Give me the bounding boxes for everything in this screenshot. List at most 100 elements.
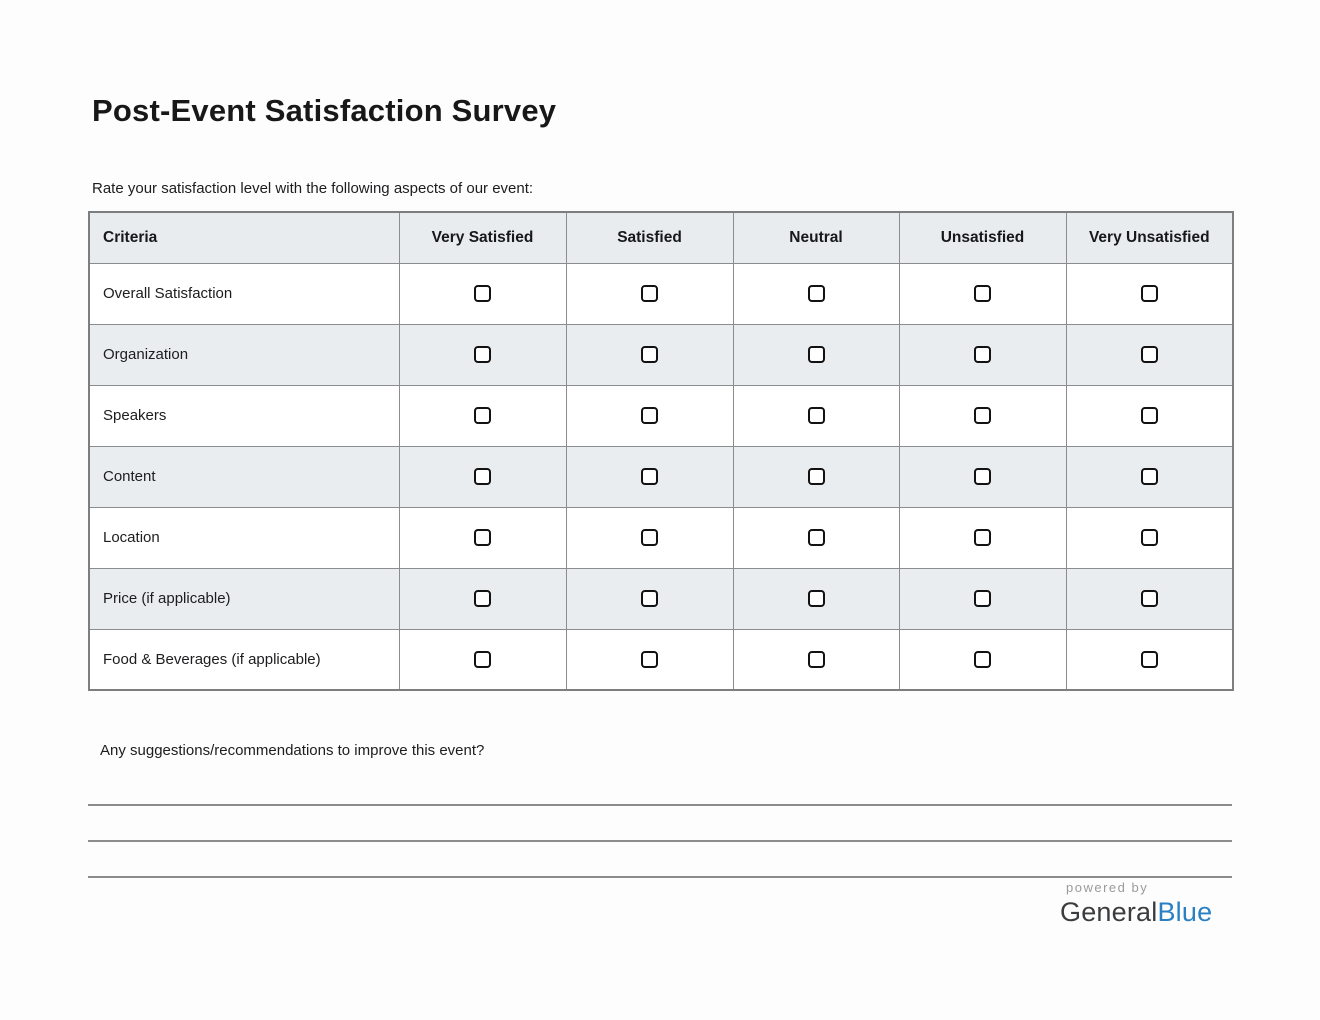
column-header-neutral: Neutral bbox=[732, 211, 900, 264]
checkbox-location-very-unsatisfied[interactable] bbox=[1140, 529, 1158, 547]
rating-cell bbox=[398, 506, 567, 569]
column-header-very-unsatisfied: Very Unsatisfied bbox=[1065, 211, 1234, 264]
table-row: Food & Beverages (if applicable) bbox=[88, 628, 1234, 691]
rating-cell bbox=[1065, 262, 1234, 325]
checkbox-overall-satisfaction-very-satisfied[interactable] bbox=[474, 285, 491, 303]
rating-cell bbox=[1065, 445, 1234, 508]
rating-cell bbox=[732, 384, 900, 447]
rating-cell bbox=[732, 506, 900, 569]
column-header-criteria: Criteria bbox=[88, 211, 400, 264]
table-row: Location bbox=[88, 506, 1234, 569]
column-header-unsatisfied: Unsatisfied bbox=[898, 211, 1067, 264]
checkbox-speakers-very-satisfied[interactable] bbox=[474, 407, 491, 425]
checkbox-location-very-satisfied[interactable] bbox=[474, 529, 491, 547]
checkbox-food-beverages-if-applicable-satisfied[interactable] bbox=[641, 651, 658, 669]
checkbox-speakers-neutral[interactable] bbox=[807, 407, 825, 425]
table-row: Overall Satisfaction bbox=[88, 262, 1234, 325]
row-label-overall-satisfaction: Overall Satisfaction bbox=[88, 262, 400, 325]
checkbox-content-unsatisfied[interactable] bbox=[974, 468, 991, 486]
rating-cell bbox=[565, 567, 734, 630]
rating-cell bbox=[398, 628, 567, 691]
checkbox-content-very-satisfied[interactable] bbox=[474, 468, 491, 486]
row-label-speakers: Speakers bbox=[88, 384, 400, 447]
checkbox-content-neutral[interactable] bbox=[807, 468, 825, 486]
rating-cell bbox=[398, 323, 567, 386]
checkbox-organization-unsatisfied[interactable] bbox=[974, 346, 991, 364]
row-label-price-if-applicable: Price (if applicable) bbox=[88, 567, 400, 630]
checkbox-speakers-unsatisfied[interactable] bbox=[974, 407, 991, 425]
checkbox-overall-satisfaction-satisfied[interactable] bbox=[641, 285, 658, 303]
brand-blue: Blue bbox=[1157, 897, 1213, 927]
instruction-text: Rate your satisfaction level with the fo… bbox=[92, 180, 534, 197]
checkbox-price-if-applicable-neutral[interactable] bbox=[807, 590, 825, 608]
generalblue-logo: GeneralBlue bbox=[1060, 897, 1212, 928]
checkbox-price-if-applicable-very-unsatisfied[interactable] bbox=[1140, 590, 1158, 608]
answer-line bbox=[88, 876, 1232, 878]
rating-cell bbox=[398, 384, 567, 447]
row-label-food-beverages-if-applicable: Food & Beverages (if applicable) bbox=[88, 628, 400, 691]
footer-brand: powered by GeneralBlue bbox=[1060, 880, 1212, 928]
checkbox-overall-satisfaction-very-unsatisfied[interactable] bbox=[1140, 285, 1158, 303]
rating-cell bbox=[898, 323, 1067, 386]
rating-cell bbox=[565, 628, 734, 691]
rating-cell bbox=[898, 567, 1067, 630]
checkbox-location-satisfied[interactable] bbox=[641, 529, 658, 547]
powered-by-label: powered by bbox=[1066, 880, 1149, 895]
rating-cell bbox=[732, 323, 900, 386]
checkbox-price-if-applicable-unsatisfied[interactable] bbox=[974, 590, 991, 608]
checkbox-location-unsatisfied[interactable] bbox=[974, 529, 991, 547]
checkbox-content-very-unsatisfied[interactable] bbox=[1140, 468, 1158, 486]
rating-cell bbox=[565, 445, 734, 508]
answer-line bbox=[88, 840, 1232, 842]
checkbox-speakers-satisfied[interactable] bbox=[641, 407, 658, 425]
checkbox-price-if-applicable-satisfied[interactable] bbox=[641, 590, 658, 608]
checkbox-food-beverages-if-applicable-very-satisfied[interactable] bbox=[474, 651, 491, 669]
column-header-very-satisfied: Very Satisfied bbox=[398, 211, 567, 264]
checkbox-overall-satisfaction-unsatisfied[interactable] bbox=[974, 285, 991, 303]
rating-cell bbox=[1065, 506, 1234, 569]
column-header-satisfied: Satisfied bbox=[565, 211, 734, 264]
rating-cell bbox=[565, 506, 734, 569]
rating-cell bbox=[732, 628, 900, 691]
rating-cell bbox=[732, 445, 900, 508]
rating-cell bbox=[732, 262, 900, 325]
checkbox-food-beverages-if-applicable-very-unsatisfied[interactable] bbox=[1140, 651, 1158, 669]
rating-cell bbox=[898, 262, 1067, 325]
rating-cell bbox=[565, 323, 734, 386]
rating-cell bbox=[732, 567, 900, 630]
rating-cell bbox=[398, 567, 567, 630]
rating-cell bbox=[898, 628, 1067, 691]
rating-cell bbox=[898, 506, 1067, 569]
table-header: Criteria Very Satisfied Satisfied Neutral Un… bbox=[88, 211, 1234, 264]
checkbox-content-satisfied[interactable] bbox=[641, 468, 658, 486]
rating-cell bbox=[398, 445, 567, 508]
rating-cell bbox=[1065, 567, 1234, 630]
checkbox-price-if-applicable-very-satisfied[interactable] bbox=[474, 590, 491, 608]
table-row: Organization bbox=[88, 323, 1234, 386]
table-row: Price (if applicable) bbox=[88, 567, 1234, 630]
rating-cell bbox=[898, 445, 1067, 508]
rating-cell bbox=[1065, 384, 1234, 447]
checkbox-food-beverages-if-applicable-unsatisfied[interactable] bbox=[974, 651, 991, 669]
checkbox-organization-neutral[interactable] bbox=[807, 346, 825, 364]
checkbox-organization-satisfied[interactable] bbox=[641, 346, 658, 364]
table-row: Speakers bbox=[88, 384, 1234, 447]
checkbox-organization-very-unsatisfied[interactable] bbox=[1140, 346, 1158, 364]
checkbox-organization-very-satisfied[interactable] bbox=[474, 346, 491, 364]
rating-cell bbox=[898, 384, 1067, 447]
row-label-content: Content bbox=[88, 445, 400, 508]
rating-cell bbox=[1065, 323, 1234, 386]
checkbox-location-neutral[interactable] bbox=[807, 529, 825, 547]
checkbox-overall-satisfaction-neutral[interactable] bbox=[807, 285, 825, 303]
page-title: Post-Event Satisfaction Survey bbox=[92, 93, 557, 128]
rating-cell bbox=[1065, 628, 1234, 691]
rating-cell bbox=[565, 262, 734, 325]
suggestions-label: Any suggestions/recommendations to impro… bbox=[100, 742, 485, 759]
checkbox-speakers-very-unsatisfied[interactable] bbox=[1140, 407, 1158, 425]
table-row: Content bbox=[88, 445, 1234, 508]
checkbox-food-beverages-if-applicable-neutral[interactable] bbox=[807, 651, 825, 669]
row-label-location: Location bbox=[88, 506, 400, 569]
table-body: Overall Satisfaction Organization Speakers… bbox=[88, 262, 1234, 691]
rating-cell bbox=[398, 262, 567, 325]
